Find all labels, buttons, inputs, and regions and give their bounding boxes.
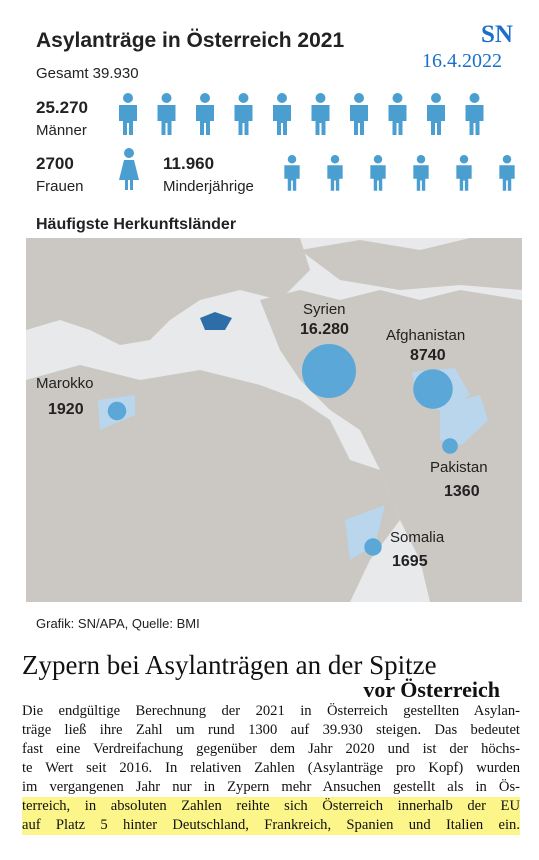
credit: Grafik: SN/APA, Quelle: BMI	[36, 616, 200, 631]
article: Zypern bei Asylanträgen an der Spitze vo…	[22, 650, 520, 835]
minor-icon	[370, 155, 386, 191]
article-body: Die endgültige Berechnung der 2021 in Ös…	[22, 702, 520, 835]
stat-label: Männer	[36, 122, 87, 139]
map-title: Häufigste Herkunftsländer	[36, 216, 236, 233]
minor-icon	[413, 155, 429, 191]
subheadline: vor Österreich	[363, 677, 500, 702]
minor-icon	[499, 155, 515, 191]
bubble	[442, 438, 458, 454]
text-line: te Wert seit 2016. In relativen Zahlen (…	[22, 760, 520, 776]
woman-icon	[119, 148, 139, 190]
text-line: auf Platz 5 hinter Deutschland, Frankrei…	[22, 816, 520, 835]
country-value: 1360	[444, 483, 480, 500]
country-name: Syrien	[303, 301, 346, 318]
country-name: Afghanistan	[386, 327, 465, 344]
source-mark: SN	[481, 21, 513, 48]
text-line: fast eine Verdreifachung gegenüber dem J…	[22, 741, 520, 757]
man-icon	[350, 93, 368, 135]
stat-value: 25.270	[36, 98, 88, 117]
stat-value: 2700	[36, 154, 74, 173]
infographic: Asylanträge in Österreich 2021 SN 16.4.2…	[26, 21, 522, 631]
country-name: Pakistan	[430, 459, 488, 476]
total: Gesamt 39.930	[36, 65, 139, 82]
country-value: 1695	[392, 553, 428, 570]
country-value: 8740	[410, 347, 446, 364]
text-line: träge ließ ihre Zahl um rund 1300 auf 39…	[22, 722, 520, 738]
stat-label: Frauen	[36, 178, 84, 195]
map	[26, 238, 522, 602]
stat-label: Minderjährige	[163, 178, 254, 195]
man-icon	[311, 93, 330, 135]
minor-icon	[456, 155, 472, 191]
man-icon	[196, 93, 214, 135]
text-line: Die endgültige Berechnung der 2021 in Ös…	[22, 703, 520, 719]
minor-icon	[327, 155, 343, 191]
man-icon	[157, 93, 176, 135]
title: Asylanträge in Österreich 2021	[36, 29, 344, 52]
man-icon	[273, 93, 291, 135]
bubble	[364, 538, 382, 556]
bubble	[107, 401, 127, 421]
man-icon	[119, 93, 137, 135]
man-icon	[234, 93, 253, 135]
man-icon	[465, 93, 484, 135]
country-value: 1920	[48, 401, 84, 418]
text-line: im vergangenen Jahr nur in Zypern mehr A…	[22, 779, 520, 795]
country-name: Marokko	[36, 375, 94, 392]
text-line: terreich, in absoluten Zahlen reihte sic…	[22, 797, 520, 816]
man-icon	[388, 93, 407, 135]
headline: Zypern bei Asylanträgen an der Spitze	[22, 650, 437, 680]
minor-icon	[284, 155, 300, 191]
bubble	[413, 369, 453, 409]
bubble	[302, 344, 356, 398]
man-icon	[427, 93, 445, 135]
country-value: 16.280	[300, 321, 349, 338]
stat-value: 11.960	[163, 154, 214, 173]
country-name: Somalia	[390, 529, 445, 546]
date: 16.4.2022	[422, 50, 502, 72]
